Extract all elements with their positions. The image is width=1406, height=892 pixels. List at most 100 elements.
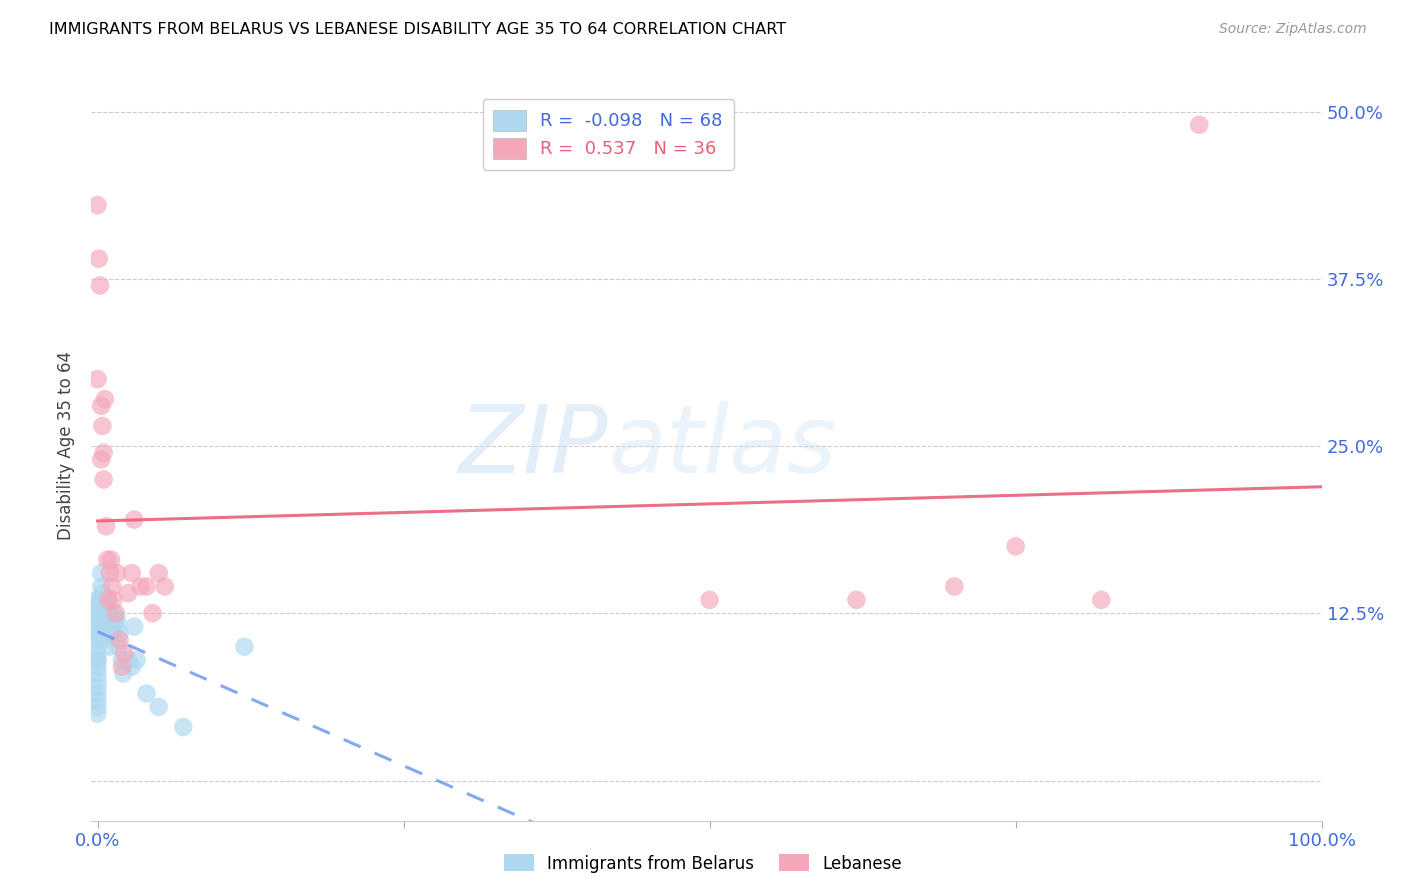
Point xyxy=(94,519,117,533)
Point xyxy=(90,452,112,467)
Point xyxy=(86,673,108,688)
Point xyxy=(86,613,108,627)
Point xyxy=(93,613,115,627)
Point xyxy=(1004,539,1026,553)
Point xyxy=(104,620,127,634)
Point xyxy=(122,620,145,634)
Point xyxy=(100,613,122,627)
Point xyxy=(100,626,122,640)
Point xyxy=(90,580,112,594)
Point xyxy=(86,653,108,667)
Point xyxy=(105,613,128,627)
Point xyxy=(98,607,121,621)
Point xyxy=(148,566,170,581)
Point xyxy=(89,607,111,621)
Point xyxy=(86,666,108,681)
Point xyxy=(90,399,112,413)
Point xyxy=(89,599,111,614)
Point xyxy=(117,586,139,600)
Point xyxy=(94,392,117,407)
Point xyxy=(86,653,108,667)
Point xyxy=(86,640,108,654)
Point xyxy=(112,666,135,681)
Point xyxy=(86,687,108,701)
Point xyxy=(100,552,122,567)
Text: Source: ZipAtlas.com: Source: ZipAtlas.com xyxy=(1219,22,1367,37)
Point xyxy=(97,626,120,640)
Point xyxy=(97,593,120,607)
Point xyxy=(98,620,121,634)
Point xyxy=(86,706,108,721)
Point xyxy=(86,620,108,634)
Point xyxy=(91,633,114,648)
Point xyxy=(845,593,868,607)
Point xyxy=(89,278,111,293)
Point xyxy=(90,566,112,581)
Point xyxy=(943,580,966,594)
Point xyxy=(94,593,117,607)
Point xyxy=(93,599,115,614)
Point xyxy=(125,653,148,667)
Point xyxy=(107,640,129,654)
Point xyxy=(94,620,117,634)
Point xyxy=(96,599,118,614)
Point xyxy=(86,620,108,634)
Point xyxy=(91,599,114,614)
Point xyxy=(86,699,108,714)
Point xyxy=(87,593,110,607)
Point xyxy=(108,626,131,640)
Point xyxy=(111,653,134,667)
Point xyxy=(96,552,118,567)
Point xyxy=(105,566,128,581)
Point xyxy=(114,646,136,660)
Point xyxy=(86,626,108,640)
Point xyxy=(122,512,145,526)
Point xyxy=(135,580,157,594)
Point xyxy=(1188,118,1211,132)
Point xyxy=(97,613,120,627)
Point xyxy=(98,566,121,581)
Text: ZIP: ZIP xyxy=(458,401,607,491)
Point xyxy=(129,580,152,594)
Point xyxy=(101,580,124,594)
Point xyxy=(91,586,114,600)
Point xyxy=(121,566,143,581)
Text: atlas: atlas xyxy=(607,401,837,491)
Point xyxy=(1090,593,1112,607)
Y-axis label: Disability Age 35 to 64: Disability Age 35 to 64 xyxy=(58,351,76,541)
Point xyxy=(104,607,127,621)
Point xyxy=(98,640,121,654)
Point xyxy=(93,473,115,487)
Point xyxy=(86,633,108,648)
Point xyxy=(86,372,108,386)
Point xyxy=(121,660,143,674)
Point xyxy=(233,640,256,654)
Point xyxy=(91,419,114,434)
Point xyxy=(86,626,108,640)
Point xyxy=(148,699,170,714)
Point xyxy=(86,607,108,621)
Point xyxy=(90,607,112,621)
Point xyxy=(104,613,127,627)
Point xyxy=(153,580,176,594)
Point xyxy=(90,593,112,607)
Point xyxy=(86,680,108,694)
Point xyxy=(101,626,124,640)
Point xyxy=(87,252,110,266)
Point xyxy=(103,607,125,621)
Point xyxy=(93,446,115,460)
Point xyxy=(89,620,111,634)
Point xyxy=(86,693,108,707)
Point xyxy=(111,660,134,674)
Point xyxy=(86,593,108,607)
Point xyxy=(91,620,114,634)
Point xyxy=(87,613,110,627)
Legend: R =  -0.098   N = 68, R =  0.537   N = 36: R = -0.098 N = 68, R = 0.537 N = 36 xyxy=(482,99,734,169)
Point xyxy=(86,646,108,660)
Point xyxy=(108,633,131,648)
Point xyxy=(135,687,157,701)
Point xyxy=(86,599,108,614)
Point xyxy=(96,626,118,640)
Point xyxy=(94,613,117,627)
Point xyxy=(86,198,108,212)
